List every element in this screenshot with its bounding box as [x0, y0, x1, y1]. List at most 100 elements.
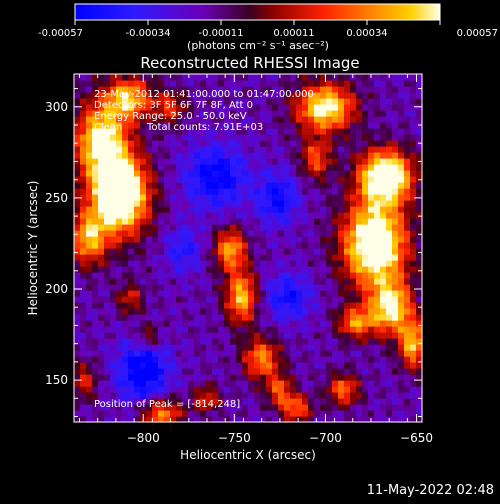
heatmap-cell [254, 80, 261, 87]
heatmap-cell [110, 176, 117, 183]
heatmap-cell [350, 320, 357, 327]
heatmap-cell [380, 128, 387, 135]
heatmap-cell [164, 74, 171, 81]
heatmap-cell [194, 224, 201, 231]
heatmap-cell [176, 410, 183, 417]
heatmap-cell [182, 326, 189, 333]
heatmap-cell [362, 272, 369, 279]
heatmap-cell [308, 308, 315, 315]
heatmap-cell [284, 248, 291, 255]
heatmap-cell [86, 350, 93, 357]
heatmap-cell [182, 260, 189, 267]
heatmap-cell [320, 98, 327, 105]
heatmap-cell [98, 344, 105, 351]
heatmap-cell [332, 188, 339, 195]
heatmap-cell [188, 158, 195, 165]
heatmap-cell [260, 404, 267, 411]
heatmap-cell [398, 266, 405, 273]
heatmap-cell [350, 332, 357, 339]
heatmap-cell [176, 278, 183, 285]
heatmap-cell [194, 338, 201, 345]
heatmap-cell [350, 170, 357, 177]
heatmap-cell [104, 266, 111, 273]
heatmap-cell [92, 218, 99, 225]
heatmap-cell [374, 260, 381, 267]
y-tick-label: 300 [45, 100, 68, 114]
heatmap-cell [272, 206, 279, 213]
heatmap-cell [308, 410, 315, 417]
heatmap-cell [134, 350, 141, 357]
heatmap-cell [152, 284, 159, 291]
heatmap-cell [158, 326, 165, 333]
heatmap-cell [236, 260, 243, 267]
heatmap-cell [344, 182, 351, 189]
heatmap-cell [158, 314, 165, 321]
heatmap-cell [284, 188, 291, 195]
heatmap-cell [374, 398, 381, 405]
heatmap-cell [92, 140, 99, 147]
heatmap-cell [374, 164, 381, 171]
heatmap-cell [404, 326, 411, 333]
heatmap-cell [248, 80, 255, 87]
heatmap-cell [128, 260, 135, 267]
heatmap-cell [350, 182, 357, 189]
heatmap-cell [320, 356, 327, 363]
heatmap-cell [398, 362, 405, 369]
heatmap-cell [104, 92, 111, 99]
heatmap-cell [386, 80, 393, 87]
heatmap-cell [182, 398, 189, 405]
heatmap-cell [230, 374, 237, 381]
heatmap-cell [410, 128, 417, 135]
heatmap-cell [356, 164, 363, 171]
heatmap-cell [206, 182, 213, 189]
heatmap-cell [164, 170, 171, 177]
heatmap-cell [278, 80, 285, 87]
heatmap-cell [176, 164, 183, 171]
heatmap-cell [404, 236, 411, 243]
heatmap-cell [362, 164, 369, 171]
heatmap-cell [116, 410, 123, 417]
heatmap-cell [344, 74, 351, 81]
heatmap-cell [338, 134, 345, 141]
heatmap-cell [338, 284, 345, 291]
heatmap-cell [386, 242, 393, 249]
heatmap-cell [86, 116, 93, 123]
heatmap-cell [188, 308, 195, 315]
heatmap-cell [134, 80, 141, 87]
heatmap-cell [110, 194, 117, 201]
heatmap-cell [272, 188, 279, 195]
heatmap-cell [98, 350, 105, 357]
heatmap-cell [170, 146, 177, 153]
heatmap-cell [386, 350, 393, 357]
heatmap-cell [386, 200, 393, 207]
heatmap-cell [200, 308, 207, 315]
heatmap-cell [122, 242, 129, 249]
heatmap-cell [350, 146, 357, 153]
heatmap-cell [134, 374, 141, 381]
heatmap-cell [344, 188, 351, 195]
heatmap-cell [410, 296, 417, 303]
heatmap-cell [290, 248, 297, 255]
heatmap-cell [326, 248, 333, 255]
heatmap-cell [290, 86, 297, 93]
heatmap-cell [134, 236, 141, 243]
heatmap-cell [290, 362, 297, 369]
heatmap-cell [302, 368, 309, 375]
heatmap-cell [254, 260, 261, 267]
heatmap-cell [416, 392, 423, 399]
heatmap-cell [404, 86, 411, 93]
heatmap-cell [170, 194, 177, 201]
heatmap-cell [416, 266, 423, 273]
heatmap-cell [116, 320, 123, 327]
heatmap-cell [134, 242, 141, 249]
heatmap-cell [254, 158, 261, 165]
heatmap-cell [410, 224, 417, 231]
heatmap-cell [134, 104, 141, 111]
footer-timestamp: 11-May-2022 02:48 [366, 483, 494, 498]
heatmap-cell [362, 122, 369, 129]
heatmap-cell [278, 410, 285, 417]
heatmap-cell [194, 86, 201, 93]
heatmap-cell [92, 212, 99, 219]
heatmap-cell [398, 176, 405, 183]
heatmap-cell [128, 242, 135, 249]
